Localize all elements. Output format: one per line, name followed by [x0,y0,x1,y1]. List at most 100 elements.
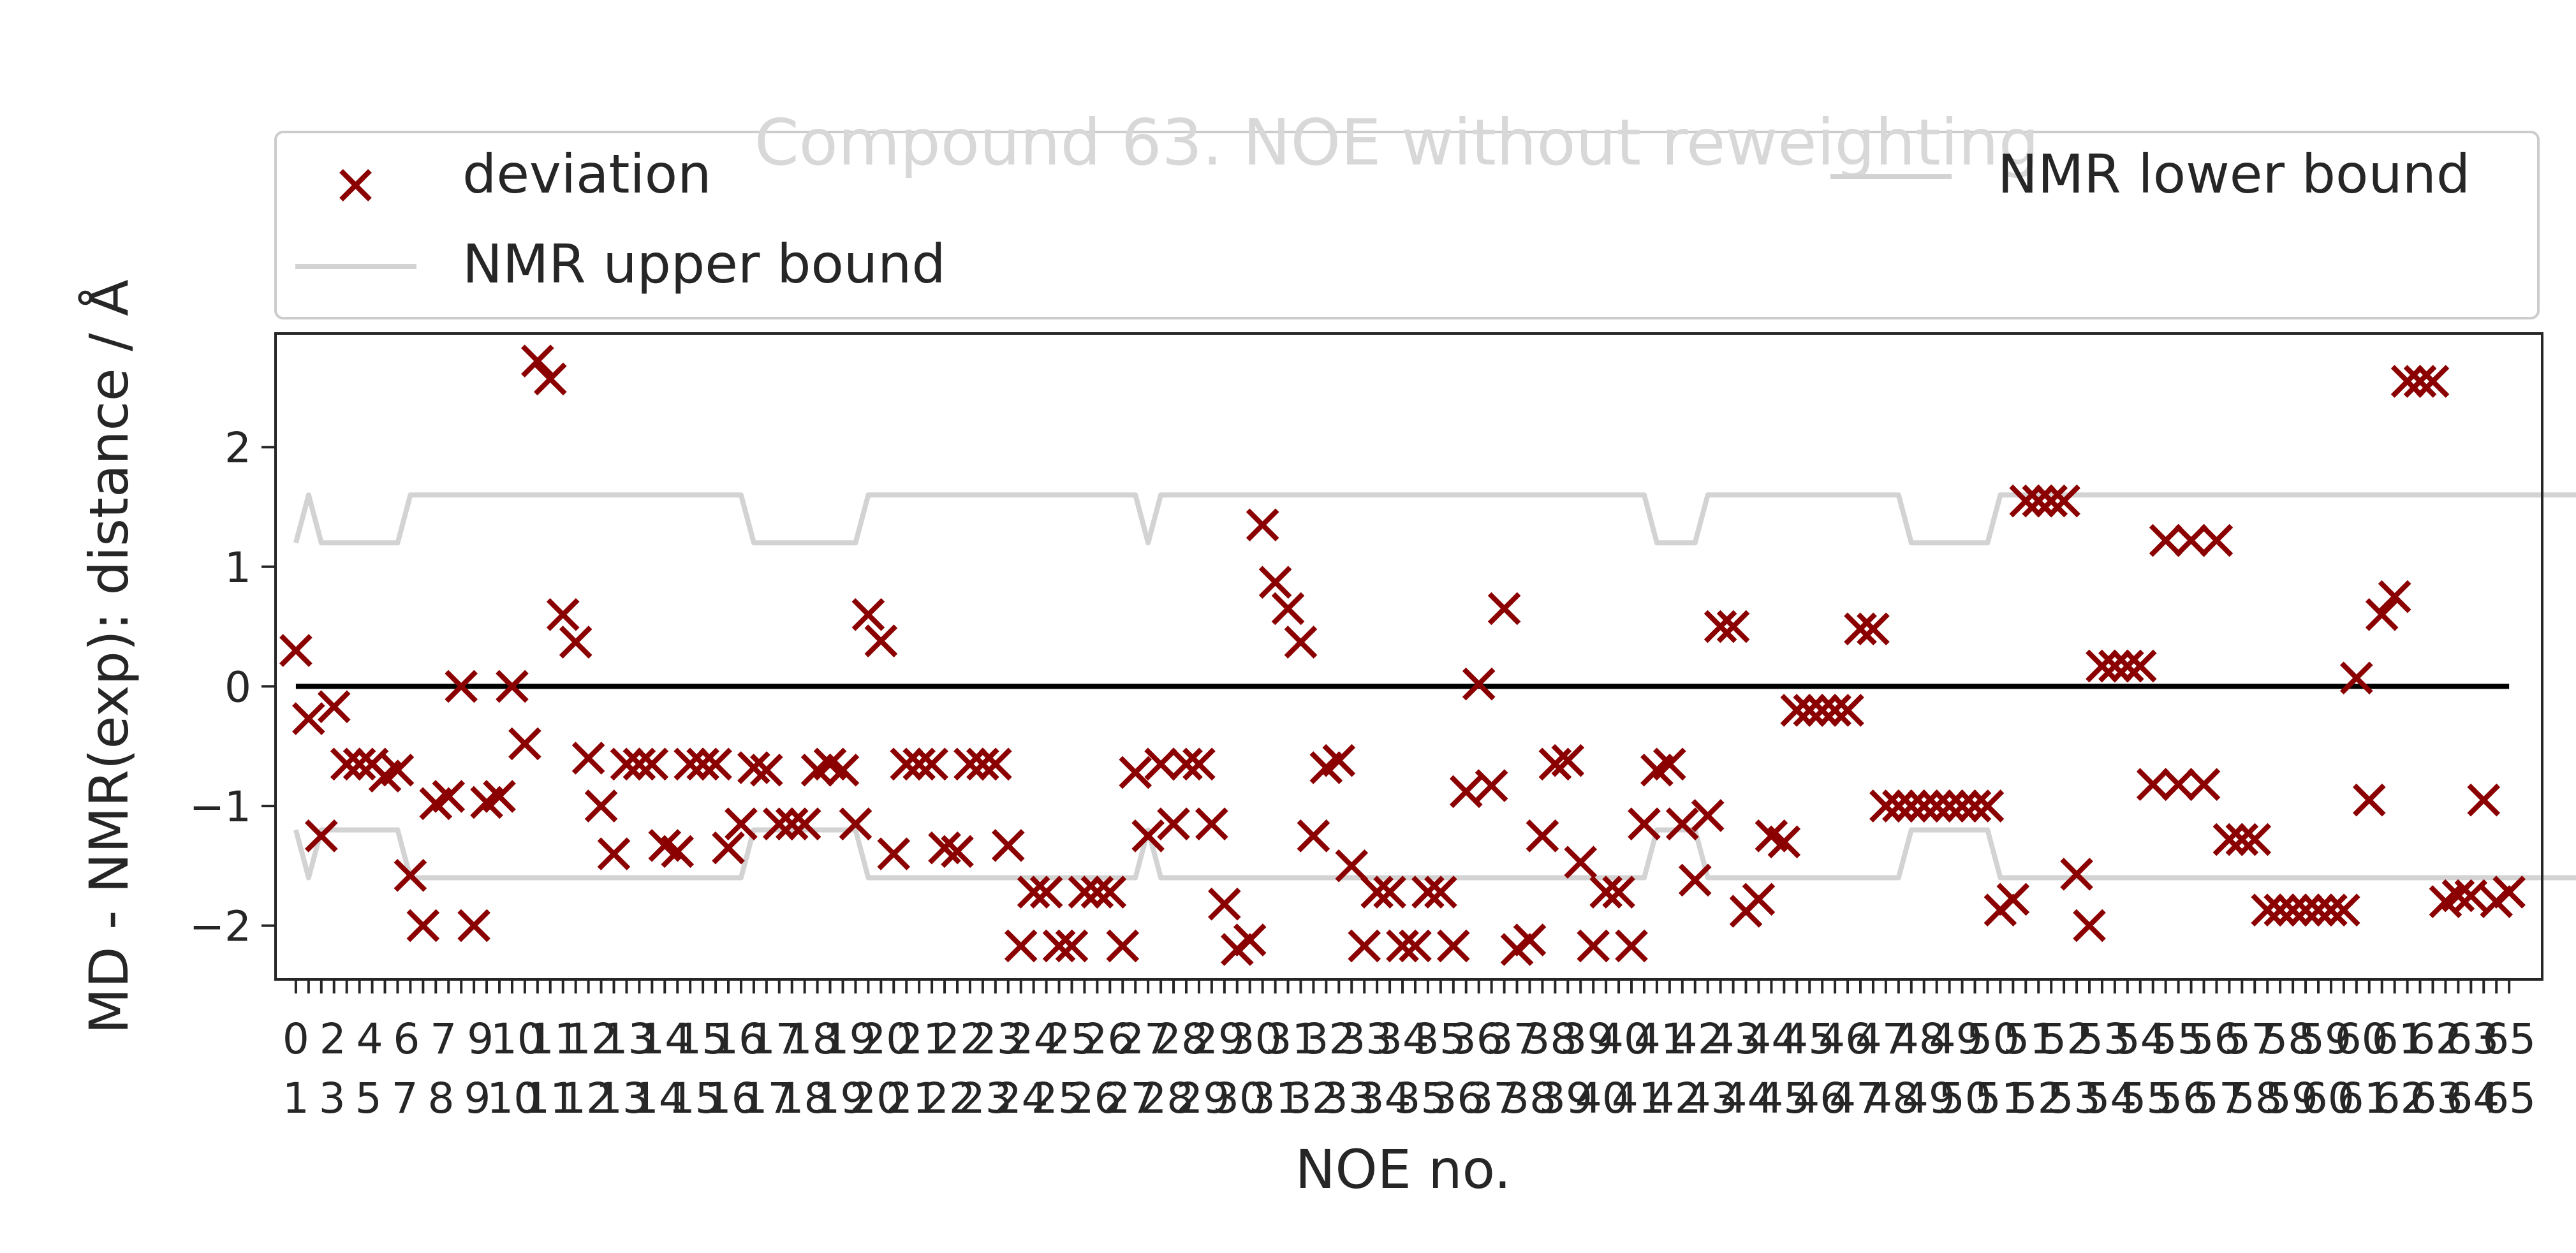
x-tick-label: 30 [1212,1074,1266,1123]
deviation-point-stroke [1932,789,1966,823]
deviation-point [762,807,796,840]
deviation-point-stroke [915,747,948,781]
deviation-point [1386,929,1419,963]
deviation-point-stroke [1704,610,1737,643]
deviation-point-stroke [1004,929,1038,963]
deviation-point-stroke [635,747,669,781]
x-tick-label: 30 [1228,1015,1282,1064]
deviation-point [1742,883,1776,916]
deviation-point [775,807,809,840]
deviation-point [2047,484,2080,518]
deviation-point-stroke [1462,667,1496,701]
deviation-point [1462,667,1496,701]
deviation-point-stroke [699,747,732,781]
legend-label-lower-bound: NMR lower bound [1998,143,2470,205]
deviation-point [1207,887,1241,921]
x-tick-label: 33 [1339,1015,1392,1064]
deviation-point-stroke [2378,580,2411,613]
deviation-point-stroke [978,747,1012,781]
deviation-point [597,837,631,870]
deviation-point-stroke [953,747,987,781]
deviation-point [2289,893,2322,927]
deviation-point-stroke [292,702,325,735]
deviation-point [699,747,732,781]
x-tick-label: 60 [2335,1015,2388,1064]
deviation-point-stroke [432,780,466,813]
x-tick-label: 54 [2083,1074,2137,1123]
deviation-point [1297,819,1330,853]
deviation-point [1271,592,1305,626]
deviation-point [279,634,313,667]
deviation-point-stroke [813,747,847,781]
deviation-point-stroke [1691,799,1725,832]
deviation-point [1894,789,1928,823]
deviation-point [1844,612,1877,646]
deviation-point-stroke [1055,929,1089,963]
deviation-point-stroke [1131,819,1165,853]
deviation-point-stroke [839,807,872,840]
x-tick-label: 29 [1191,1015,1245,1064]
deviation-point-stroke [1920,789,1954,823]
deviation-point-stroke [1564,846,1598,879]
deviation-point-stroke [304,819,338,853]
deviation-point [1857,612,1890,646]
x-tick-label: 39 [1560,1015,1614,1064]
deviation-point [851,598,885,631]
x-tick-label: 15 [675,1015,728,1064]
y-tick-label: 1 [224,543,251,592]
deviation-point [1322,744,1356,777]
deviation-point-stroke [1258,566,1292,599]
x-tick-label: 43 [1684,1074,1738,1123]
chart-title: Compound 63. NOE without reweighting [754,105,2039,180]
deviation-point [2136,768,2170,802]
deviation-point [1691,799,1725,832]
x-tick-label: 45 [1756,1074,1810,1123]
x-tick-label: 37 [1466,1074,1520,1123]
deviation-point [750,753,783,787]
deviation-point [2467,783,2501,817]
deviation-point-stroke [2251,893,2285,927]
deviation-point-stroke [2149,524,2182,557]
x-tick-label: 48 [1866,1074,1919,1123]
deviation-point [2276,893,2309,927]
deviation-point [1246,508,1279,541]
legend-entry-lower-bound: NMR lower bound [1830,143,2470,205]
deviation-point-stroke [1322,744,1356,777]
deviation-point [737,751,770,784]
x-tick-label: 51 [2003,1015,2056,1064]
deviation-point-stroke [775,807,809,840]
deviation-point-stroke [1742,883,1776,916]
legend-entry-upper-bound: NMR upper bound [295,233,946,295]
deviation-point [788,807,821,840]
deviation-point-stroke [1106,929,1140,963]
deviation-point [1348,929,1381,963]
x-tick-label: 56 [2156,1074,2209,1123]
deviation-point-stroke [928,831,961,865]
deviation-point [1526,819,1559,853]
x-tick-label: 64 [2446,1074,2499,1123]
deviation-point-stroke [2352,783,2386,817]
deviation-point [292,702,325,735]
deviation-point [1628,807,1661,840]
deviation-point [457,909,490,942]
deviation-point [1373,876,1406,909]
deviation-point-stroke [1869,789,1903,823]
plot-frame [274,332,2543,981]
x-tick-label: 23 [970,1015,1024,1064]
deviation-point-stroke [2276,893,2309,927]
x-tick-label: 11 [527,1015,581,1064]
x-tick-label: 35 [1413,1015,1466,1064]
deviation-point [1042,929,1076,963]
deviation-point-stroke [1399,929,1432,963]
deviation-point-stroke [1857,612,1890,646]
y-tick-label: −2 [189,902,251,951]
deviation-point [2339,661,2373,695]
deviation-point-stroke [1029,876,1063,909]
deviation-point-stroke [1271,592,1305,626]
deviation-point-stroke [1080,876,1114,909]
deviation-point-stroke [1373,876,1406,909]
deviation-point [1780,694,1814,727]
deviation-point-stroke [483,780,516,813]
deviation-point [1767,825,1801,859]
